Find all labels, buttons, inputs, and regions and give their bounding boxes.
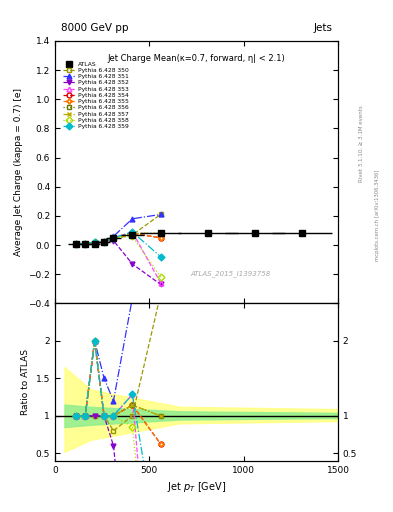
Pythia 6.428 350 [111,236,116,242]
Pythia 6.428 359 [73,241,78,247]
Pythia 6.428 354 [83,241,88,247]
Pythia 6.428 359 [158,253,163,260]
Pythia 6.428 359 [111,234,116,241]
Text: ATLAS_2015_I1393758: ATLAS_2015_I1393758 [190,270,270,277]
Line: Pythia 6.428 356: Pythia 6.428 356 [73,231,163,246]
Pythia 6.428 356 [73,241,78,247]
Text: Jets: Jets [313,23,332,33]
Pythia 6.428 356 [102,239,107,245]
Pythia 6.428 350 [102,239,107,245]
X-axis label: Jet $p_T$ [GeV]: Jet $p_T$ [GeV] [167,480,226,494]
Pythia 6.428 353 [102,239,107,245]
Pythia 6.428 358 [158,274,163,280]
Pythia 6.428 358 [102,239,107,245]
Line: Pythia 6.428 353: Pythia 6.428 353 [73,229,163,285]
Pythia 6.428 357 [102,239,107,245]
Pythia 6.428 350 [83,241,88,247]
Pythia 6.428 350 [158,211,163,218]
Pythia 6.428 356 [83,241,88,247]
Pythia 6.428 358 [73,241,78,247]
Pythia 6.428 357 [130,230,135,237]
Pythia 6.428 359 [92,239,97,245]
Pythia 6.428 351 [111,233,116,240]
Line: Pythia 6.428 354: Pythia 6.428 354 [73,231,163,246]
Pythia 6.428 359 [130,229,135,235]
Pythia 6.428 351 [130,216,135,222]
Pythia 6.428 359 [83,241,88,247]
Pythia 6.428 354 [102,239,107,245]
Pythia 6.428 351 [83,241,88,247]
Pythia 6.428 355 [83,241,88,247]
Pythia 6.428 355 [111,234,116,241]
Line: Pythia 6.428 355: Pythia 6.428 355 [73,231,163,246]
Pythia 6.428 357 [111,234,116,241]
Line: Pythia 6.428 359: Pythia 6.428 359 [73,229,163,259]
Pythia 6.428 353 [73,241,78,247]
Pythia 6.428 353 [92,239,97,245]
Y-axis label: Average Jet Charge (kappa = 0.7) [e]: Average Jet Charge (kappa = 0.7) [e] [14,88,23,256]
Pythia 6.428 357 [158,230,163,237]
Line: Pythia 6.428 352: Pythia 6.428 352 [73,238,163,287]
Pythia 6.428 352 [130,261,135,267]
Pythia 6.428 358 [130,233,135,240]
Pythia 6.428 353 [111,234,116,241]
Pythia 6.428 359 [102,239,107,245]
Pythia 6.428 357 [73,241,78,247]
Pythia 6.428 353 [83,241,88,247]
Pythia 6.428 352 [111,238,116,244]
Pythia 6.428 350 [73,241,78,247]
Pythia 6.428 355 [158,234,163,241]
Pythia 6.428 358 [92,239,97,245]
Pythia 6.428 354 [130,230,135,237]
Pythia 6.428 355 [92,239,97,245]
Line: Pythia 6.428 350: Pythia 6.428 350 [73,212,163,246]
Pythia 6.428 354 [158,234,163,241]
Pythia 6.428 350 [130,232,135,238]
Pythia 6.428 357 [83,241,88,247]
Pythia 6.428 356 [158,230,163,237]
Pythia 6.428 357 [92,239,97,245]
Pythia 6.428 352 [158,281,163,287]
Pythia 6.428 358 [83,241,88,247]
Pythia 6.428 352 [92,241,97,247]
Pythia 6.428 351 [102,238,107,244]
Line: Pythia 6.428 351: Pythia 6.428 351 [73,212,163,246]
Pythia 6.428 353 [158,280,163,286]
Pythia 6.428 356 [111,234,116,241]
Pythia 6.428 352 [73,241,78,247]
Pythia 6.428 351 [73,241,78,247]
Text: Jet Charge Mean(κ=0.7, forward, η| < 2.1): Jet Charge Mean(κ=0.7, forward, η| < 2.1… [108,54,285,63]
Pythia 6.428 354 [92,239,97,245]
Pythia 6.428 351 [158,211,163,218]
Line: Pythia 6.428 358: Pythia 6.428 358 [73,234,163,280]
Pythia 6.428 355 [102,239,107,245]
Text: mcplots.cern.ch [arXiv:1306.3436]: mcplots.cern.ch [arXiv:1306.3436] [375,169,380,261]
Pythia 6.428 354 [111,234,116,241]
Pythia 6.428 354 [73,241,78,247]
Pythia 6.428 358 [111,234,116,241]
Pythia 6.428 355 [73,241,78,247]
Pythia 6.428 350 [92,241,97,247]
Pythia 6.428 355 [130,230,135,237]
Pythia 6.428 356 [130,230,135,237]
Text: 8000 GeV pp: 8000 GeV pp [61,23,128,33]
Pythia 6.428 351 [92,239,97,245]
Legend: ATLAS, Pythia 6.428 350, Pythia 6.428 351, Pythia 6.428 352, Pythia 6.428 353, P: ATLAS, Pythia 6.428 350, Pythia 6.428 35… [61,60,131,131]
Pythia 6.428 353 [130,229,135,235]
Pythia 6.428 352 [83,241,88,247]
Pythia 6.428 356 [92,239,97,245]
Y-axis label: Ratio to ATLAS: Ratio to ATLAS [21,349,30,415]
Pythia 6.428 352 [102,239,107,245]
Text: Rivet 3.1.10, ≥ 3.1M events: Rivet 3.1.10, ≥ 3.1M events [359,105,364,182]
Line: Pythia 6.428 357: Pythia 6.428 357 [73,231,163,246]
